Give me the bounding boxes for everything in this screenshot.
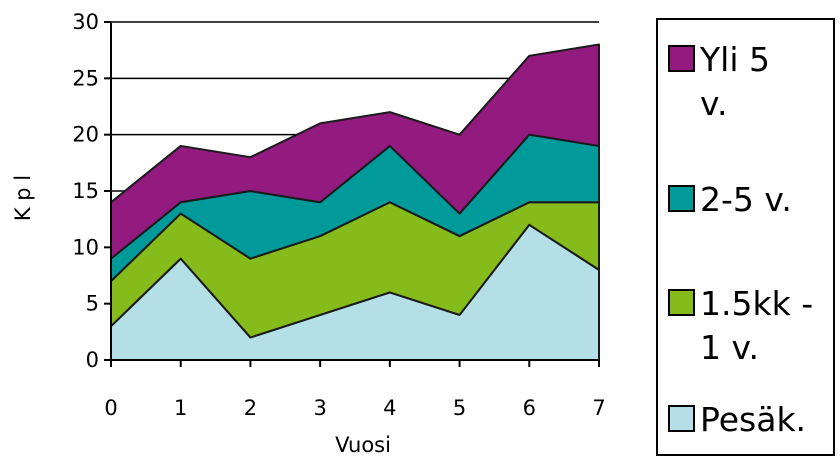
y-tick-label: 30 [72, 10, 99, 34]
y-tick-label: 0 [86, 348, 99, 372]
x-tick-label: 1 [174, 396, 187, 420]
y-tick-label: 25 [72, 66, 99, 90]
y-tick-label: 5 [86, 292, 99, 316]
y-tick-label: 10 [72, 235, 99, 259]
legend-swatch [668, 185, 695, 212]
legend-item-2-5: 2-5 v. [668, 178, 820, 222]
x-tick-label: 5 [453, 396, 466, 420]
x-tick-labels: 0 1 2 3 4 5 6 7 [104, 396, 605, 420]
x-axis-label: Vuosi [335, 433, 391, 457]
y-tick-labels: 0 5 10 15 20 25 30 [72, 10, 99, 372]
x-tick-label: 2 [244, 396, 257, 420]
legend-item-yli-5: Yli 5 v. [668, 38, 820, 126]
y-tick-label: 15 [72, 179, 99, 203]
legend-swatch [668, 289, 695, 316]
legend: Yli 5 v. 2-5 v. 1.5kk - 1 v. Pesäk. [656, 18, 835, 456]
area-series [110, 43, 600, 361]
x-tick-label: 6 [523, 396, 536, 420]
legend-label: 1.5kk - 1 v. [700, 284, 814, 367]
legend-label: Yli 5 v. [700, 40, 770, 123]
y-axis-label: K p l [11, 175, 35, 221]
legend-item-pesak: Pesäk. [668, 398, 820, 442]
x-tick-label: 4 [383, 396, 396, 420]
x-tick-label: 3 [313, 396, 326, 420]
legend-swatch [668, 45, 695, 72]
legend-label: Pesäk. [700, 400, 807, 439]
legend-label: 2-5 v. [700, 180, 792, 219]
x-tick-label: 7 [592, 396, 605, 420]
legend-item-1-5kk-1v: 1.5kk - 1 v. [668, 282, 820, 370]
stacked-area-chart: 0 5 10 15 20 25 30 0 1 2 3 4 5 6 7 Vuosi K p l [11, 10, 606, 457]
area-series-3 [110, 43, 600, 260]
legend-swatch [668, 405, 695, 432]
axes [104, 21, 600, 367]
x-tick-label: 0 [104, 396, 117, 420]
y-tick-label: 20 [72, 123, 99, 147]
